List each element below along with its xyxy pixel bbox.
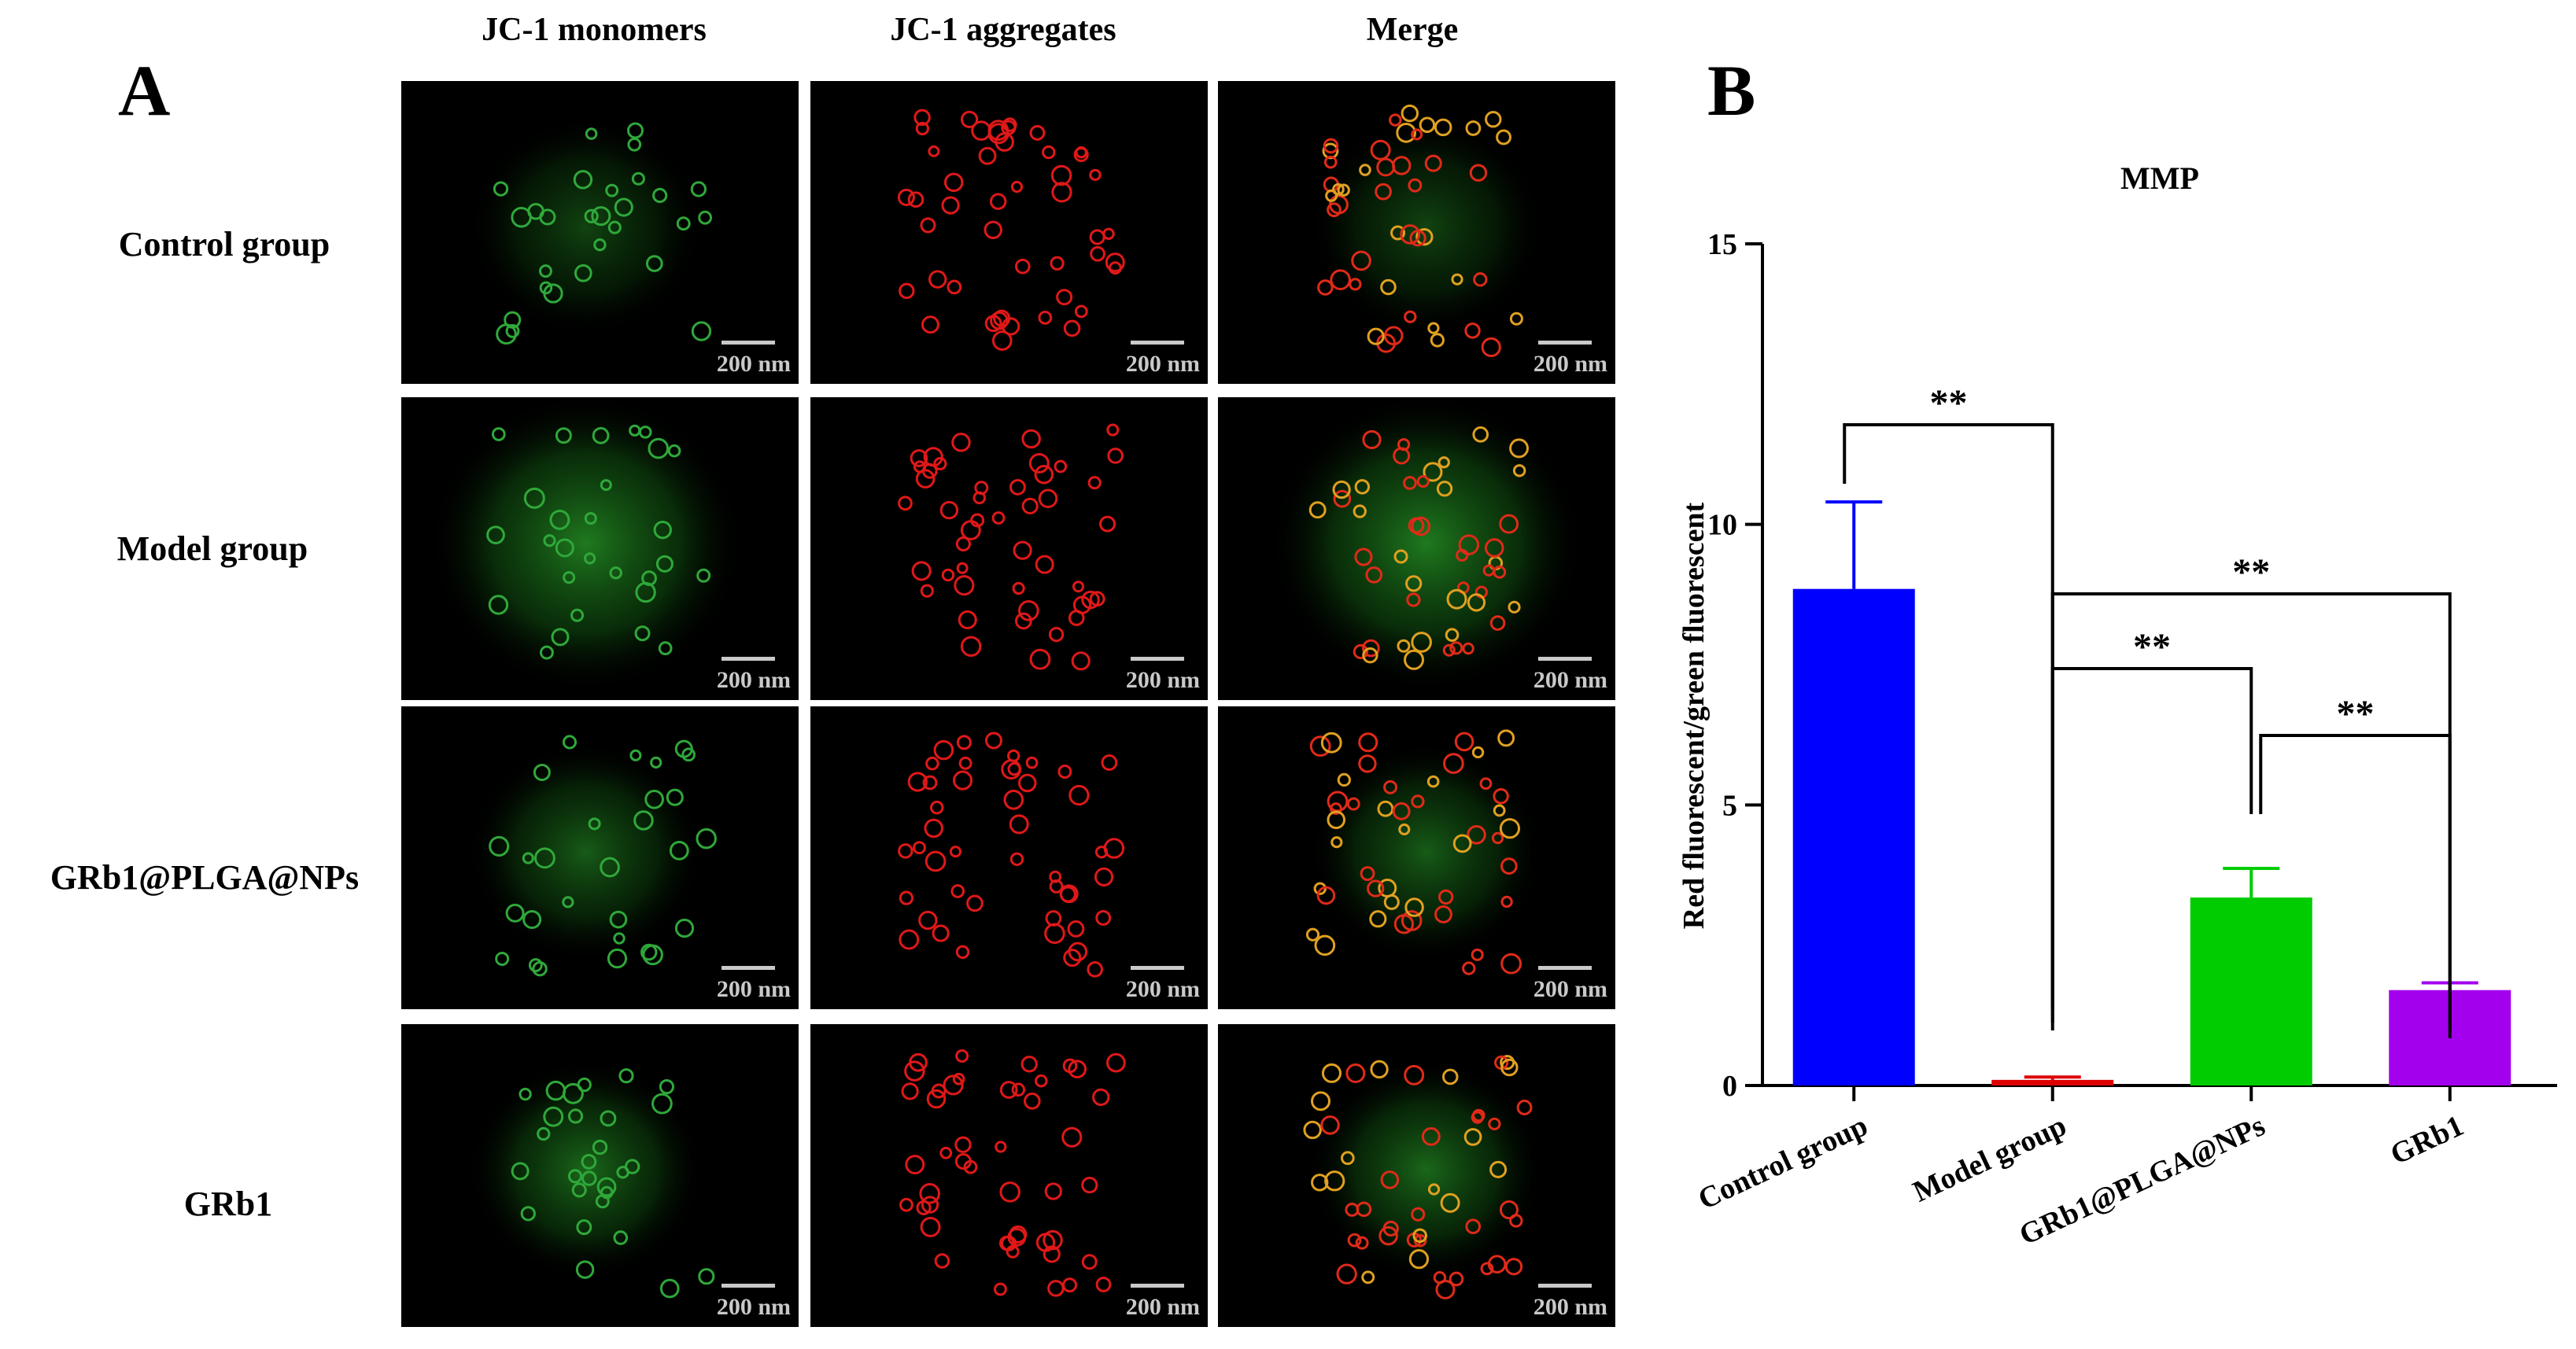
scale-bar xyxy=(1538,341,1592,345)
scale-bar xyxy=(722,966,775,970)
significance-label: ** xyxy=(2337,693,2375,735)
micrograph-image: 200 nm xyxy=(810,706,1208,1009)
micrograph-image: 200 nm xyxy=(401,397,799,700)
column-header-monomers: JC-1 monomers xyxy=(482,12,707,48)
scale-bar-label: 200 nm xyxy=(1533,351,1607,377)
bar xyxy=(2190,897,2312,1085)
micrograph-image: 200 nm xyxy=(401,81,799,384)
panel-a-letter: A xyxy=(118,50,171,131)
scale-bar xyxy=(1538,657,1592,661)
significance-bracket xyxy=(2050,667,2253,1030)
scale-bar xyxy=(1131,341,1184,345)
scale-bar xyxy=(1538,1284,1592,1288)
significance-bracket xyxy=(2259,734,2452,1030)
scale-bar-label: 200 nm xyxy=(1125,976,1200,1002)
significance-label: ** xyxy=(1930,382,1968,424)
scale-bar xyxy=(1131,657,1184,661)
scale-bar xyxy=(1538,966,1592,970)
y-tick-label: 10 xyxy=(1707,509,1737,542)
micrograph-image: 200 nm xyxy=(401,706,799,1009)
micrograph-image: 200 nm xyxy=(810,1024,1208,1327)
column-header-merge: Merge xyxy=(1366,12,1459,48)
scale-bar-label: 200 nm xyxy=(1533,667,1607,693)
x-tick-label: Control group xyxy=(1693,1109,1873,1216)
x-tick-label: Model group xyxy=(1908,1109,2072,1209)
micrograph-image: 200 nm xyxy=(810,81,1208,384)
scale-bar-label: 200 nm xyxy=(1533,976,1607,1002)
scale-bar-label: 200 nm xyxy=(1125,351,1200,377)
scale-bar-label: 200 nm xyxy=(1125,667,1200,693)
chart-title: MMP xyxy=(2120,160,2199,196)
row-header-control: Control group xyxy=(118,225,330,264)
significance-label: ** xyxy=(2133,626,2171,668)
row-header-grb1: GRb1 xyxy=(183,1185,273,1223)
bar xyxy=(1792,588,1915,1085)
micrograph-image: 200 nm xyxy=(1218,397,1615,700)
panel-b-letter: B xyxy=(1707,50,1756,131)
micrograph-image: 200 nm xyxy=(810,397,1208,700)
scale-bar xyxy=(1131,966,1184,970)
scale-bar-label: 200 nm xyxy=(716,667,791,693)
y-tick-label: 0 xyxy=(1722,1070,1737,1103)
y-tick-label: 5 xyxy=(1722,789,1737,822)
micrograph-image: 200 nm xyxy=(1218,1024,1615,1327)
y-axis-label: Red fluorescent/green fluorescent xyxy=(1677,502,1711,929)
y-tick-label: 15 xyxy=(1707,228,1737,261)
scale-bar xyxy=(722,1284,775,1288)
micrograph-image: 200 nm xyxy=(1218,81,1615,384)
scale-bar xyxy=(1131,1284,1184,1288)
column-header-aggregates: JC-1 aggregates xyxy=(890,12,1116,48)
scale-bar-label: 200 nm xyxy=(1533,1294,1607,1320)
mmp-bar-chart: MMP Red fluorescent/green fluorescent 0 5… xyxy=(1677,160,2557,1251)
x-tick-label: GRb1 xyxy=(2386,1109,2469,1171)
micrograph-image: 200 nm xyxy=(1218,706,1615,1009)
scale-bar xyxy=(722,341,775,345)
scale-bar-label: 200 nm xyxy=(1125,1294,1200,1320)
bar xyxy=(1991,1079,2114,1085)
row-header-grb1-plga-nps: GRb1@PLGA@NPs xyxy=(50,858,360,897)
scale-bar xyxy=(722,657,775,661)
significance-label: ** xyxy=(2232,551,2270,593)
row-header-model: Model group xyxy=(116,529,308,568)
scale-bar-label: 200 nm xyxy=(716,1294,791,1320)
scale-bar-label: 200 nm xyxy=(716,976,791,1002)
scale-bar-label: 200 nm xyxy=(716,351,791,377)
micrograph-image: 200 nm xyxy=(401,1024,799,1327)
